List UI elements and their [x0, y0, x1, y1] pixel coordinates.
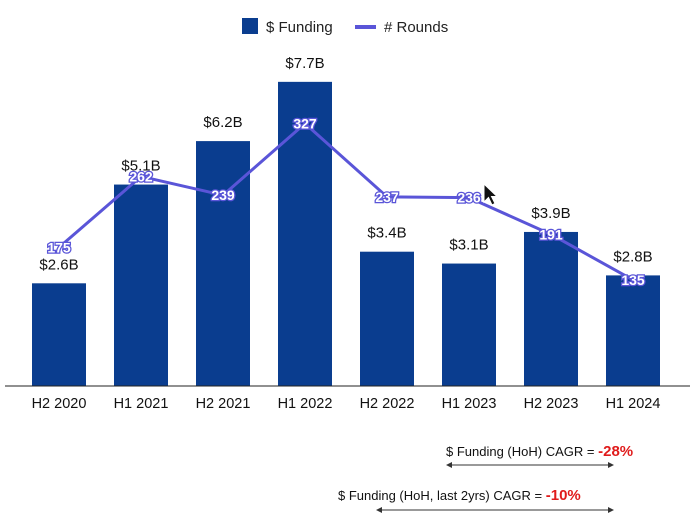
rounds-value-label: 262 — [129, 168, 153, 184]
funding-value-label: $5.1B — [121, 158, 160, 175]
rounds-value-label: 175 — [47, 239, 71, 255]
rounds-value-label: 191 — [539, 226, 563, 242]
rounds-value-label: 135 — [621, 272, 645, 288]
category-label: H1 2021 — [114, 396, 169, 412]
category-label: H1 2024 — [606, 396, 661, 412]
cagr-hoh-label: $ Funding (HoH) CAGR = — [446, 444, 595, 459]
category-label: H2 2023 — [524, 396, 579, 412]
category-label: H1 2022 — [278, 396, 333, 412]
cagr-2yr-label: $ Funding (HoH, last 2yrs) CAGR = — [338, 488, 543, 503]
funding-value-labels: $2.6B $5.1B $6.2B $7.7B $3.4B $3.1B $3.9B $2.8B — [39, 55, 652, 273]
rounds-line-series — [58, 121, 634, 282]
category-label: H2 2020 — [32, 396, 87, 412]
legend-funding-label: $ Funding — [266, 19, 333, 36]
legend-rounds-label: # Rounds — [384, 19, 448, 36]
rounds-value-labels: 175 262 239 327 237 236 191 135 — [46, 114, 646, 289]
funding-value-label: $3.4B — [367, 225, 406, 242]
funding-bar — [32, 283, 86, 386]
rounds-line — [58, 121, 634, 282]
rounds-value-label: 239 — [211, 187, 235, 203]
cagr-2yr-annotation: $ Funding (HoH, last 2yrs) CAGR = -10% — [338, 487, 581, 504]
category-label: H2 2021 — [196, 396, 251, 412]
mouse-cursor-icon — [483, 182, 499, 206]
legend-funding-swatch — [242, 18, 258, 34]
rounds-value-label: 236 — [457, 190, 481, 206]
cagr-arrows — [376, 462, 614, 513]
category-label: H1 2023 — [442, 396, 497, 412]
category-label: H2 2022 — [360, 396, 415, 412]
funding-value-label: $2.8B — [613, 248, 652, 265]
rounds-value-label: 237 — [375, 189, 399, 205]
funding-bar — [278, 81, 332, 386]
funding-bar — [196, 141, 250, 386]
funding-bar — [114, 184, 168, 386]
funding-value-label: $3.9B — [531, 205, 570, 222]
funding-bar — [524, 231, 578, 386]
category-labels: H2 2020 H1 2021 H2 2021 H1 2022 H2 2022 H1 20… — [32, 396, 661, 412]
legend: $ Funding # Rounds — [242, 18, 448, 36]
funding-value-label: $7.7B — [285, 55, 324, 72]
cagr-2yr-value: -10% — [545, 487, 581, 504]
funding-bar — [442, 263, 496, 386]
cagr-hoh-annotation: $ Funding (HoH) CAGR = -28% — [446, 443, 633, 460]
funding-value-label: $3.1B — [449, 237, 488, 254]
funding-bar — [606, 275, 660, 386]
funding-bar — [360, 251, 414, 386]
funding-value-label: $2.6B — [39, 256, 78, 273]
funding-value-label: $6.2B — [203, 114, 242, 131]
funding-bars — [32, 81, 660, 386]
cagr-hoh-value: -28% — [598, 443, 634, 460]
rounds-value-label: 327 — [293, 115, 317, 131]
